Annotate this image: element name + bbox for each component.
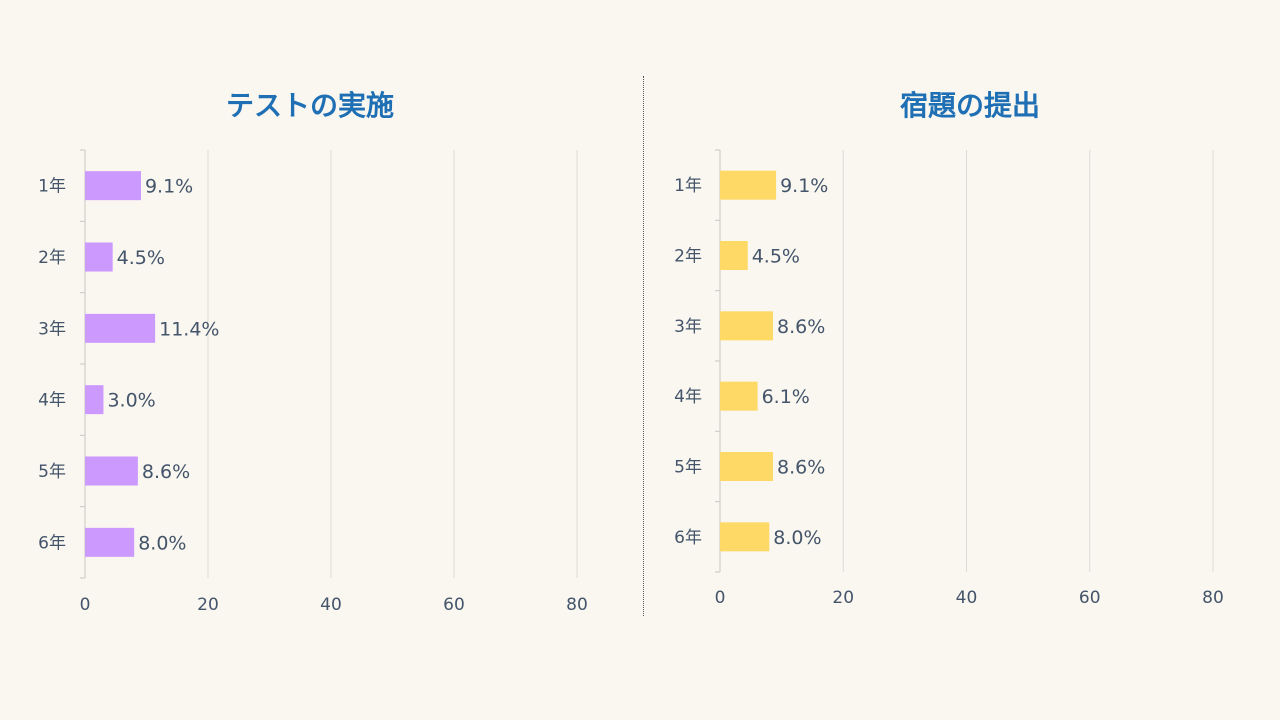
data-label-test: 11.4% (159, 318, 219, 340)
bar-test (85, 456, 138, 486)
x-tick-label-homework: 80 (1202, 588, 1224, 608)
category-label-test: 2年 (38, 248, 66, 268)
bar-test (85, 527, 135, 557)
bar-homework (720, 522, 770, 552)
category-label-homework: 5年 (674, 458, 702, 478)
category-label-homework: 4年 (674, 387, 702, 407)
category-label-homework: 3年 (674, 317, 702, 337)
x-tick-label-test: 20 (197, 595, 219, 615)
category-label-test: 4年 (38, 391, 66, 411)
data-label-homework: 4.5% (752, 246, 800, 268)
x-tick-label-homework: 40 (956, 588, 978, 608)
x-tick-label-test: 0 (80, 595, 91, 615)
data-label-test: 8.6% (142, 461, 190, 483)
data-label-homework: 8.6% (777, 457, 825, 479)
chart-title-homework: 宿題の提出 (899, 89, 1040, 122)
bar-test (85, 171, 141, 201)
data-label-homework: 6.1% (762, 386, 810, 408)
x-tick-label-homework: 20 (832, 588, 854, 608)
x-tick-label-homework: 0 (715, 588, 726, 608)
category-label-homework: 1年 (674, 176, 702, 196)
data-label-test: 9.1% (145, 176, 193, 198)
data-label-test: 4.5% (117, 247, 165, 269)
bar-homework (720, 170, 777, 200)
category-label-test: 5年 (38, 462, 66, 482)
category-label-test: 6年 (38, 533, 66, 553)
bar-test (85, 385, 104, 415)
x-tick-label-test: 40 (320, 595, 342, 615)
chart-title-test: テストの実施 (225, 89, 394, 122)
category-label-test: 1年 (38, 177, 66, 197)
x-tick-label-test: 80 (566, 595, 588, 615)
data-label-test: 8.0% (138, 532, 186, 554)
bar-homework (720, 241, 748, 270)
bar-test (85, 313, 156, 343)
data-label-homework: 9.1% (780, 175, 828, 197)
data-label-test: 3.0% (107, 390, 155, 412)
category-label-test: 3年 (38, 319, 66, 339)
bar-homework (720, 452, 773, 481)
bar-homework (720, 311, 773, 341)
category-label-homework: 6年 (674, 528, 702, 548)
x-tick-label-test: 60 (443, 595, 465, 615)
x-tick-label-homework: 60 (1079, 588, 1101, 608)
data-label-homework: 8.0% (773, 527, 821, 549)
bar-homework (720, 381, 758, 411)
category-label-homework: 2年 (674, 247, 702, 267)
data-label-homework: 8.6% (777, 316, 825, 338)
chart-divider (643, 76, 644, 616)
bar-test (85, 242, 113, 272)
